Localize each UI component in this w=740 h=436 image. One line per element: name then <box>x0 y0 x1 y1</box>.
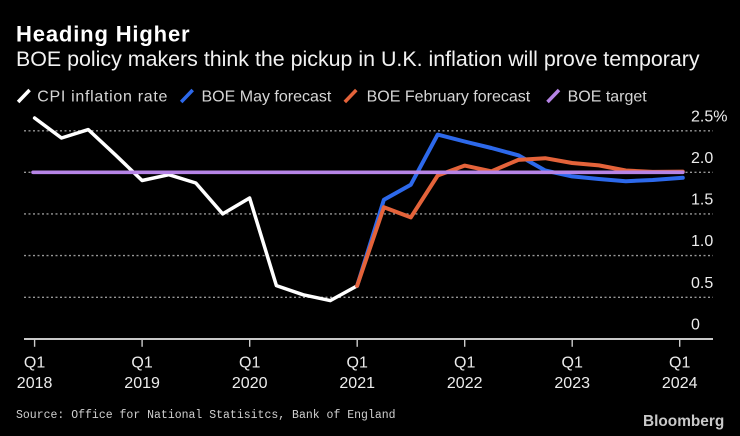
svg-text:BOE February forecast: BOE February forecast <box>367 89 531 106</box>
svg-text:Source: Office for National St: Source: Office for National Statisitcs, … <box>16 409 396 422</box>
svg-text:BOE May forecast: BOE May forecast <box>202 89 332 106</box>
svg-text:1.5: 1.5 <box>691 191 713 208</box>
svg-text:CPI inflation rate: CPI inflation rate <box>37 89 168 106</box>
svg-text:2020: 2020 <box>232 375 268 392</box>
svg-text:0.5: 0.5 <box>691 275 713 292</box>
svg-text:2018: 2018 <box>17 375 53 392</box>
svg-text:2022: 2022 <box>447 375 483 392</box>
svg-text:2021: 2021 <box>339 375 375 392</box>
svg-text:Heading Higher: Heading Higher <box>16 22 190 47</box>
svg-text:Q1: Q1 <box>669 354 690 371</box>
svg-text:BOE policy makers think the pi: BOE policy makers think the pickup in U.… <box>16 47 700 71</box>
svg-text:Q1: Q1 <box>131 354 152 371</box>
svg-text:Q1: Q1 <box>239 354 260 371</box>
svg-text:Q1: Q1 <box>562 354 583 371</box>
svg-text:2023: 2023 <box>554 375 590 392</box>
svg-text:BOE target: BOE target <box>568 89 648 106</box>
svg-text:Q1: Q1 <box>347 354 368 371</box>
svg-text:1.0: 1.0 <box>691 233 713 250</box>
svg-text:Q1: Q1 <box>24 354 45 371</box>
svg-text:2024: 2024 <box>662 375 698 392</box>
svg-text:Bloomberg: Bloomberg <box>643 413 724 430</box>
svg-text:2.0: 2.0 <box>691 150 713 167</box>
svg-text:2019: 2019 <box>124 375 160 392</box>
svg-text:Q1: Q1 <box>454 354 475 371</box>
svg-text:2.5%: 2.5% <box>691 108 727 125</box>
svg-text:0: 0 <box>691 316 700 333</box>
